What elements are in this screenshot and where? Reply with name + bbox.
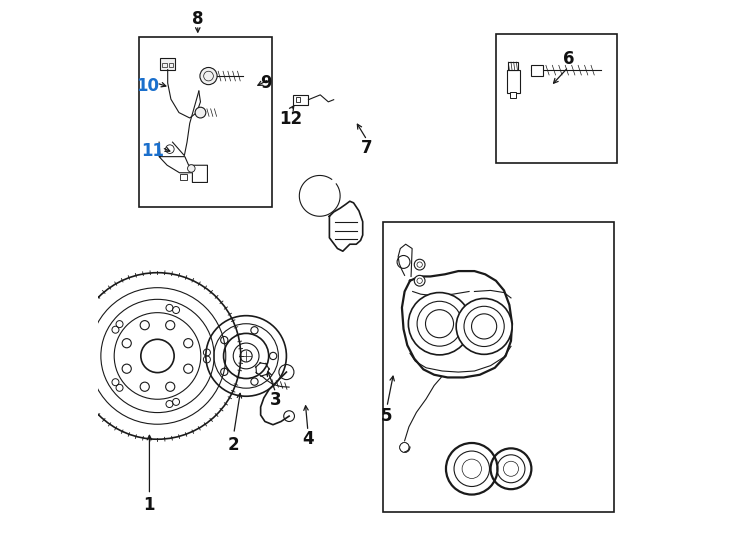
Circle shape bbox=[408, 293, 470, 355]
Bar bbox=[510, 92, 516, 98]
Text: 2: 2 bbox=[228, 436, 239, 454]
Bar bbox=[162, 63, 167, 68]
Circle shape bbox=[414, 275, 425, 286]
Bar bbox=[383, 221, 614, 512]
Text: 9: 9 bbox=[260, 74, 272, 92]
Bar bbox=[506, 70, 520, 93]
Text: 10: 10 bbox=[137, 77, 159, 95]
Bar bbox=[160, 58, 175, 70]
Circle shape bbox=[188, 165, 195, 172]
Text: 12: 12 bbox=[279, 110, 302, 127]
Circle shape bbox=[200, 68, 217, 85]
Text: 11: 11 bbox=[142, 141, 164, 160]
Text: 5: 5 bbox=[381, 407, 393, 425]
Text: 3: 3 bbox=[270, 391, 281, 409]
Bar bbox=[294, 95, 308, 105]
Circle shape bbox=[195, 107, 206, 118]
Text: 8: 8 bbox=[192, 10, 203, 28]
Text: 4: 4 bbox=[302, 430, 313, 448]
Text: 1: 1 bbox=[144, 496, 155, 514]
Text: 6: 6 bbox=[563, 50, 574, 69]
Bar bbox=[508, 62, 518, 70]
Circle shape bbox=[456, 299, 512, 354]
Bar bbox=[496, 33, 617, 163]
Text: 7: 7 bbox=[361, 139, 373, 157]
Bar bbox=[180, 174, 187, 180]
Bar bbox=[139, 37, 272, 207]
Circle shape bbox=[414, 259, 425, 270]
Bar bbox=[296, 97, 300, 103]
Bar bbox=[169, 63, 173, 68]
Bar bbox=[531, 65, 542, 76]
